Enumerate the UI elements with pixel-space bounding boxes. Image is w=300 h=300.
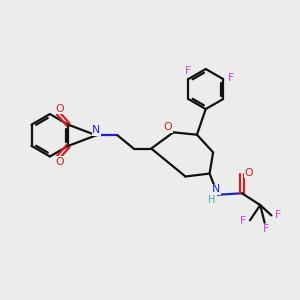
Text: N: N [92, 125, 100, 135]
Text: N: N [212, 184, 220, 194]
Text: H: H [208, 195, 215, 205]
Text: O: O [55, 104, 64, 114]
Text: O: O [164, 122, 172, 132]
Text: O: O [244, 168, 253, 178]
Text: F: F [275, 210, 281, 220]
Text: F: F [263, 224, 269, 234]
Text: F: F [228, 73, 235, 83]
Text: O: O [55, 157, 64, 167]
Text: F: F [240, 216, 247, 226]
Text: F: F [185, 66, 191, 76]
